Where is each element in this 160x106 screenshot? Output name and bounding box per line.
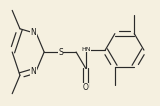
Text: HN: HN: [81, 47, 91, 52]
Text: N: N: [31, 28, 36, 37]
Text: S: S: [58, 47, 63, 56]
Text: O: O: [83, 83, 89, 92]
Text: N: N: [31, 67, 36, 76]
